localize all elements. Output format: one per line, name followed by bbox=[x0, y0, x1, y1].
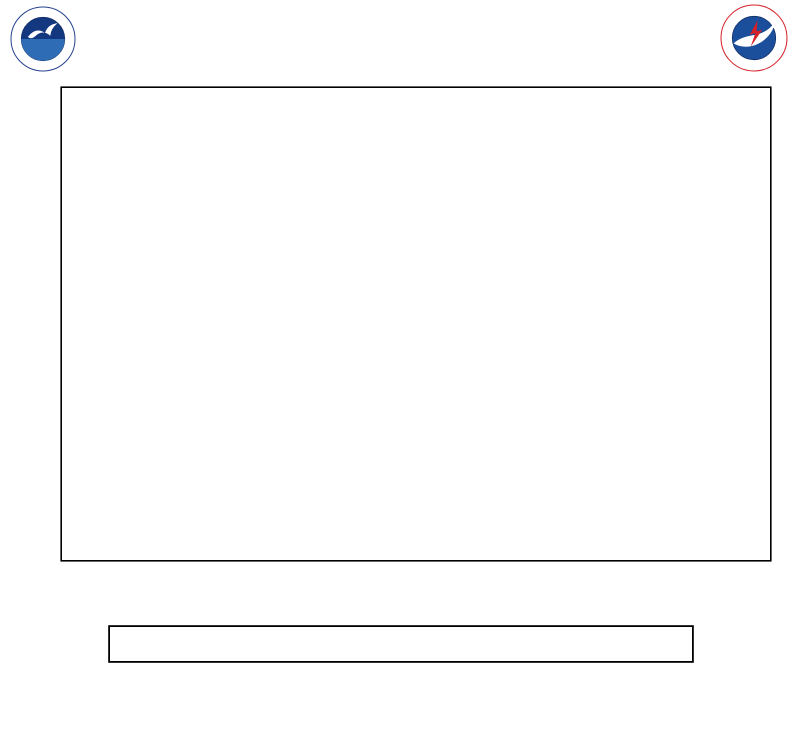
nws-cloud-swoosh-icon bbox=[733, 21, 776, 47]
sst-map-canvas bbox=[62, 88, 770, 560]
nws-lightning-icon bbox=[749, 20, 763, 47]
colorbar bbox=[110, 627, 692, 661]
nws-emblem-icon bbox=[720, 4, 788, 72]
noaa-emblem-icon bbox=[10, 6, 76, 72]
nws-logo bbox=[720, 4, 788, 77]
noaa-seagull-icon bbox=[27, 23, 58, 39]
noaa-logo bbox=[10, 6, 76, 77]
noaa-sea-shape bbox=[21, 39, 65, 61]
